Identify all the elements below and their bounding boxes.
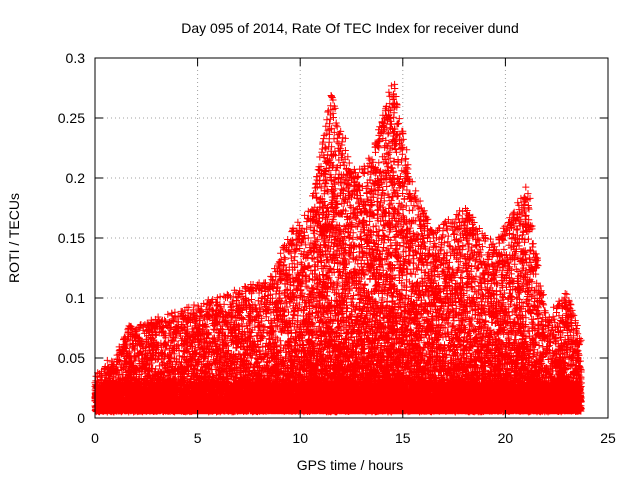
roti-peak-point	[567, 336, 575, 344]
x-tick-label: 10	[292, 430, 308, 446]
roti-peak-point	[366, 156, 374, 164]
roti-peak-point	[204, 342, 212, 350]
y-tick-label: 0.25	[58, 110, 85, 126]
roti-peak-point	[348, 174, 355, 182]
roti-peak-point	[440, 270, 448, 278]
roti-point-cloud	[91, 82, 585, 416]
roti-peak-point	[315, 210, 323, 218]
roti-peak-point	[547, 330, 555, 338]
axis-ticks	[94, 57, 609, 419]
roti-peak-point	[467, 228, 475, 236]
roti-peak-point	[339, 186, 347, 194]
roti-peak-point	[329, 96, 337, 104]
y-tick-label: 0.1	[66, 290, 86, 306]
roti-peak-point	[179, 312, 187, 320]
chart-title: Day 095 of 2014, Rate Of TEC Index for r…	[181, 20, 518, 36]
roti-peak-point	[350, 210, 358, 218]
roti-peak-point	[503, 318, 511, 326]
roti-peak-point	[518, 210, 526, 218]
roti-peak-point	[360, 198, 368, 206]
roti-peak-point	[231, 320, 239, 328]
y-tick-labels: 0 0.05 0.1 0.15 0.2 0.25 0.3	[58, 50, 85, 426]
roti-peak-point	[343, 198, 351, 206]
roti-peak-point	[292, 246, 300, 254]
x-tick-label: 15	[395, 430, 411, 446]
x-tick-labels: 0 5 10 15 20 25	[91, 430, 616, 446]
roti-peak-point	[341, 134, 349, 142]
roti-peak-point	[374, 186, 382, 194]
roti-peak-point	[251, 342, 259, 350]
roti-peak-point	[97, 378, 105, 386]
roti-peak-point	[226, 293, 234, 301]
y-tick-label: 0.3	[66, 50, 86, 66]
x-tick-label: 20	[498, 430, 514, 446]
roti-peak-point	[354, 186, 362, 194]
roti-peak-point	[388, 120, 396, 128]
roti-peak-point	[577, 366, 585, 374]
roti-peak-point	[390, 132, 398, 140]
roti-peak-point	[280, 270, 288, 278]
roti-peak-point	[489, 240, 497, 248]
roti-peak-point	[495, 258, 503, 266]
roti-peak-point	[403, 186, 411, 194]
roti-peak-point	[163, 342, 171, 350]
roti-peak-point	[321, 234, 329, 242]
roti-peak-point	[103, 356, 111, 364]
roti-peak-point	[571, 342, 579, 350]
roti-peak-point	[409, 246, 417, 254]
roti-peak-point	[528, 222, 536, 230]
roti-peak-point	[325, 258, 333, 266]
roti-peak-point	[430, 234, 438, 242]
roti-peak-point	[417, 204, 425, 212]
roti-peak-point	[532, 264, 540, 272]
roti-peak-point	[536, 282, 544, 290]
roti-peak-point	[399, 182, 407, 190]
roti-peak-point	[183, 318, 191, 326]
roti-peak-point	[380, 222, 388, 230]
roti-peak-point	[384, 168, 392, 176]
y-tick-label: 0	[77, 410, 85, 426]
y-axis-label: ROTI / TECUs	[6, 193, 22, 283]
roti-peak-point	[524, 190, 532, 198]
roti-peak-point	[395, 210, 403, 218]
y-tick-label: 0.05	[58, 350, 85, 366]
roti-peak-point	[265, 282, 273, 290]
roti-peak-point	[526, 194, 534, 202]
roti-peak-point	[473, 294, 481, 302]
x-tick-label: 0	[91, 430, 99, 446]
roti-peak-point	[391, 80, 399, 88]
y-tick-label: 0.15	[58, 230, 85, 246]
x-axis-label: GPS time / hours	[297, 457, 404, 473]
roti-peak-point	[309, 270, 317, 278]
y-tick-label: 0.2	[66, 170, 86, 186]
roti-peak-point	[300, 232, 308, 240]
roti-peak-point	[462, 210, 470, 218]
roti-peak-point	[386, 114, 394, 122]
x-tick-label: 25	[600, 430, 616, 446]
roti-peak-point	[364, 162, 372, 170]
roti-peak-point	[370, 180, 378, 188]
roti-peak-point	[561, 294, 569, 302]
roti-data-points	[91, 80, 585, 416]
roti-peak-point	[124, 330, 132, 338]
roti-peak-point	[144, 322, 152, 330]
roti-peak-point	[456, 282, 464, 290]
roti-peak-point	[331, 104, 339, 112]
roti-peak-point	[335, 210, 343, 218]
x-tick-label: 5	[194, 430, 202, 446]
roti-peak-point	[333, 138, 341, 146]
